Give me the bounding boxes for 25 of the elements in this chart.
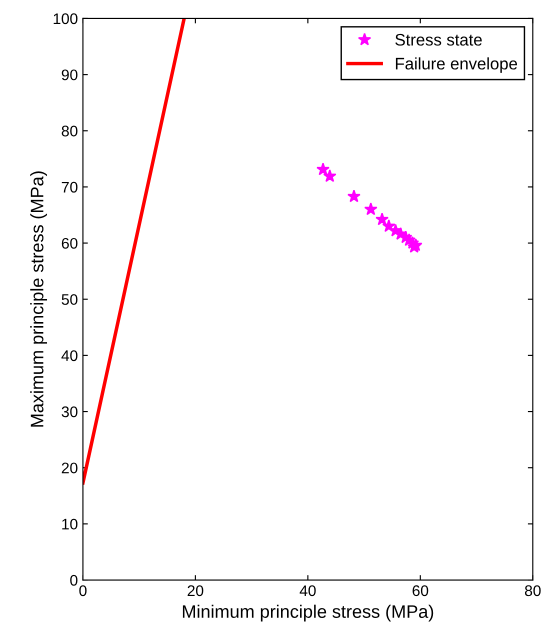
y-tick-label: 20 xyxy=(62,462,78,474)
x-tick-label: 80 xyxy=(524,585,541,596)
y-tick-label: 100 xyxy=(54,13,78,24)
point xyxy=(347,190,361,202)
y-tick-label: 60 xyxy=(62,238,78,249)
y-tick-label: 0 xyxy=(70,574,78,586)
legend-label: Failure envelope xyxy=(396,57,518,73)
x-tick-label: 20 xyxy=(188,585,204,596)
point xyxy=(316,162,330,176)
y-tick-label: 70 xyxy=(62,182,78,193)
y-tick-label: 90 xyxy=(62,69,78,80)
y-tick-label: 80 xyxy=(62,126,78,136)
y-tick-label: 40 xyxy=(61,350,78,362)
y-tick-label: 10 xyxy=(62,518,78,530)
x-tick-label: 0 xyxy=(79,585,87,596)
x-tick-label: 40 xyxy=(300,585,316,596)
point xyxy=(375,212,389,226)
point xyxy=(364,202,378,216)
x-axis-title: Minimum principle stress (MPa) xyxy=(182,604,434,622)
x-tick-label: 60 xyxy=(412,585,428,596)
y-tick-label: 30 xyxy=(62,406,78,418)
legend-label: Stress state xyxy=(395,34,482,46)
y-tick-label: 50 xyxy=(62,294,78,305)
point xyxy=(323,169,336,182)
y-axis-title: Maximum principle stress (MPa) xyxy=(30,171,48,427)
